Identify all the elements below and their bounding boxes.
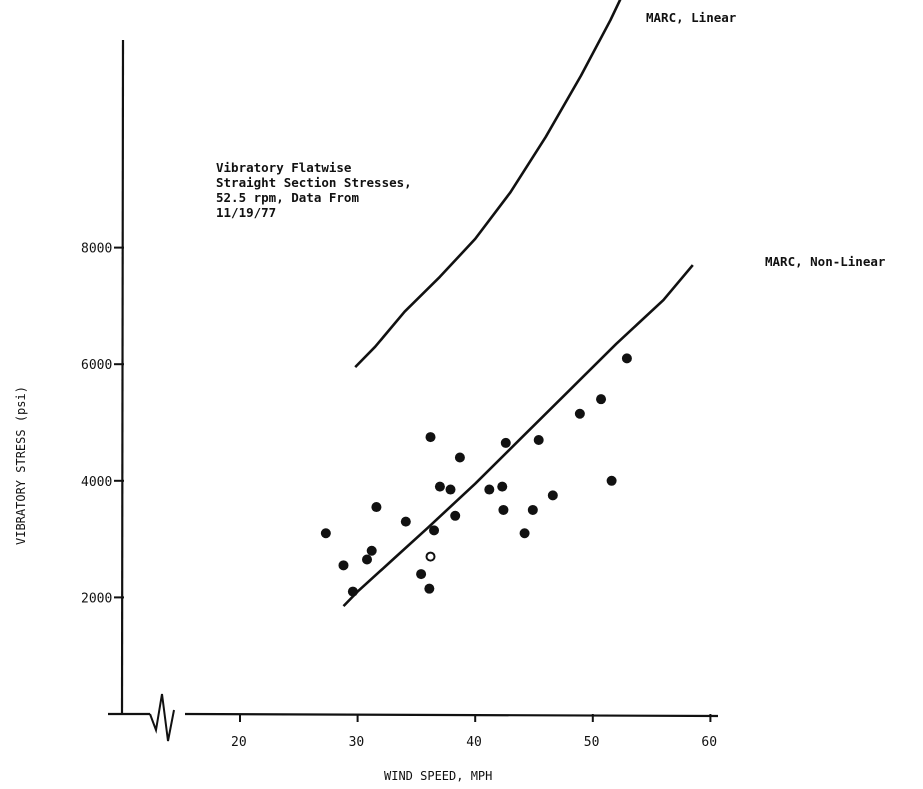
data-point (362, 554, 373, 565)
data-point (596, 394, 607, 405)
data-point (547, 490, 558, 501)
x-tick-label: 60 (701, 735, 717, 750)
curve-marc-linear (354, 0, 622, 369)
data-point (527, 504, 538, 515)
x-tick-label: 50 (584, 735, 600, 750)
y-tick-label: 8000 (81, 242, 112, 257)
data-point (400, 516, 411, 527)
data-point (366, 545, 377, 556)
data-point (434, 481, 445, 492)
data-point (606, 475, 617, 486)
data-point (498, 504, 509, 515)
points-layer (320, 353, 632, 597)
y-ticks: 2000 4000 6000 8000 (81, 242, 124, 606)
x-axis-title: WIND SPEED, MPH (384, 769, 492, 783)
annotation-line-3: 52.5 rpm, Data From (216, 190, 359, 205)
x-axis-line (184, 712, 719, 718)
data-point (497, 481, 508, 492)
series-label-linear: MARC, Linear (646, 10, 737, 25)
annotation-line-1: Vibratory Flatwise (216, 160, 352, 175)
x-tick-label: 20 (231, 735, 247, 750)
data-point (533, 434, 544, 445)
data-point (484, 484, 495, 495)
data-point (454, 452, 465, 463)
annotation-line-2: Straight Section Stresses, (216, 175, 412, 190)
y-tick-label: 2000 (81, 591, 112, 606)
data-point (450, 510, 461, 521)
series-label-nonlinear: MARC, Non-Linear (765, 254, 886, 269)
data-point (347, 586, 358, 597)
data-point (445, 484, 456, 495)
y-tick-label: 4000 (81, 475, 112, 490)
curve-marc-nonlinear (342, 264, 694, 608)
axis-break-mark (149, 693, 175, 742)
data-point (424, 583, 435, 594)
data-point (338, 560, 349, 571)
data-point-hollow (425, 551, 436, 562)
data-point (500, 437, 511, 448)
data-point (320, 528, 331, 539)
x-tick-label: 30 (349, 735, 365, 750)
annotation-line-4: 11/19/77 (216, 205, 276, 220)
data-point (371, 502, 382, 513)
y-axis-line (120, 39, 125, 715)
data-point (429, 525, 440, 536)
data-point (416, 569, 427, 580)
data-point (621, 353, 632, 364)
data-point (519, 528, 530, 539)
x-tick-label: 40 (466, 735, 482, 750)
data-point (425, 432, 436, 443)
y-tick-label: 6000 (81, 358, 112, 373)
x-ticks: 20 30 40 50 60 (231, 714, 717, 750)
series-layer (342, 0, 694, 608)
y-axis-title: VIBRATORY STRESS (psi) (14, 386, 28, 545)
data-point (574, 408, 585, 419)
